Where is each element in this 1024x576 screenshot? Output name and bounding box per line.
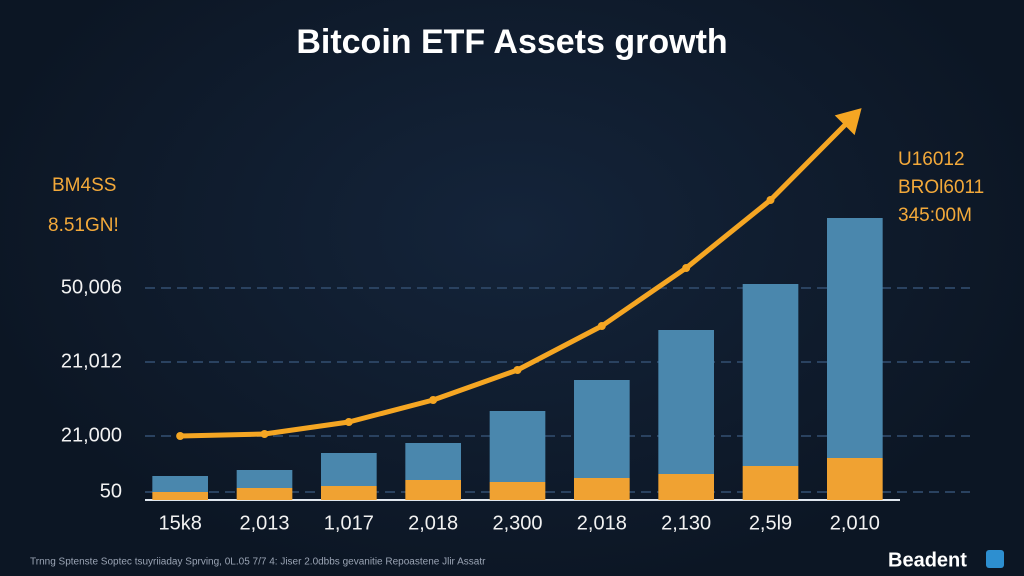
trend-dot	[513, 366, 522, 374]
trend-dot	[344, 418, 353, 426]
arrow-head	[834, 108, 862, 136]
trend-dot	[176, 432, 185, 440]
bar-segment	[236, 488, 293, 500]
x-tick-label: 2,5l9	[749, 512, 792, 534]
x-tick-label: 2,018	[408, 512, 458, 534]
x-tick-label: 15k8	[158, 512, 201, 534]
annotation: BM4SS	[52, 175, 116, 196]
trend-dot	[260, 430, 269, 438]
annotation: BROl6011	[898, 177, 984, 198]
annotation: 8.51GN!	[48, 215, 119, 236]
annotation: U16012	[898, 149, 965, 170]
trend-dot	[597, 322, 606, 330]
footer: Trnng Sptenste Soptec tsuyriiaday Sprvin…	[30, 557, 486, 568]
trend-dot	[682, 264, 691, 272]
chart-title: Bitcoin ETF Assets growth	[296, 23, 727, 61]
x-tick-label: 1,017	[324, 512, 374, 534]
trend-dot	[766, 196, 775, 204]
bar-segment	[827, 218, 883, 458]
x-tick-label: 2,010	[830, 512, 880, 534]
bar-segment	[405, 443, 461, 480]
bar-segment	[489, 411, 546, 482]
bar-segment	[152, 492, 208, 500]
bar-segment	[236, 470, 293, 488]
bar-segment	[321, 453, 377, 486]
bar-segment	[658, 474, 714, 500]
bar-segment	[574, 380, 630, 478]
bar-segment	[405, 480, 461, 500]
y-tick-label: 21,012	[61, 350, 122, 372]
bar-segment	[658, 330, 714, 474]
trend-dot	[429, 396, 438, 404]
bar-segment	[321, 486, 377, 500]
bar-segment	[827, 458, 883, 500]
x-tick-label: 2,130	[661, 512, 711, 534]
x-tick-label: 2,013	[239, 512, 289, 534]
y-tick-label: 21,000	[61, 424, 122, 446]
logo-badge	[986, 550, 1004, 568]
bar-segment	[152, 476, 208, 492]
bar-segment	[489, 482, 546, 500]
bar-segment	[742, 284, 799, 466]
y-tick-label: 50	[100, 480, 122, 502]
annotation: 345:00M	[898, 205, 972, 226]
bar-segment	[742, 466, 799, 500]
y-tick-label: 50,006	[61, 276, 122, 298]
x-tick-label: 2,300	[492, 512, 542, 534]
logo: Beadent	[888, 549, 967, 571]
bar-segment	[574, 478, 630, 500]
x-tick-label: 2,018	[577, 512, 627, 534]
